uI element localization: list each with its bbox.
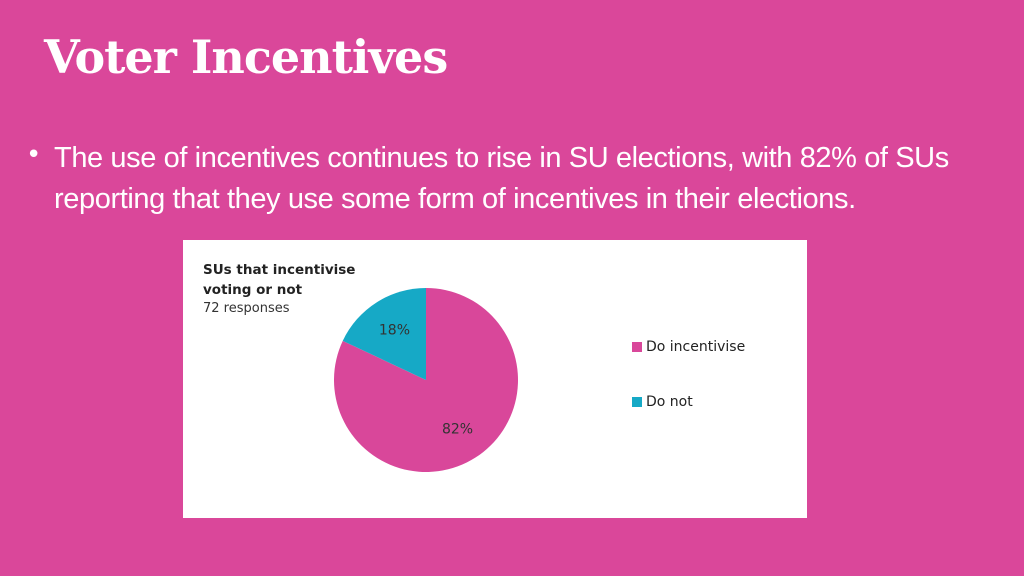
legend-label: Do incentivise: [646, 339, 745, 355]
slice-label: 18%: [379, 322, 410, 338]
bullet-text: The use of incentives continues to rise …: [54, 142, 949, 215]
slice-label: 82%: [442, 422, 473, 438]
legend-swatch: [632, 342, 642, 352]
bullet-dot: •: [26, 140, 42, 170]
chart-subtitle: 72 responses: [203, 301, 290, 316]
legend-swatch: [632, 397, 642, 407]
slide-title: Voter Incentives: [44, 30, 448, 84]
chart: 82% 18% Do incentivise Do not: [183, 240, 807, 518]
legend-label: Do not: [646, 394, 693, 410]
pie-slice: [342, 288, 426, 380]
chart-title: SUs that incentivise voting or not: [203, 262, 356, 298]
